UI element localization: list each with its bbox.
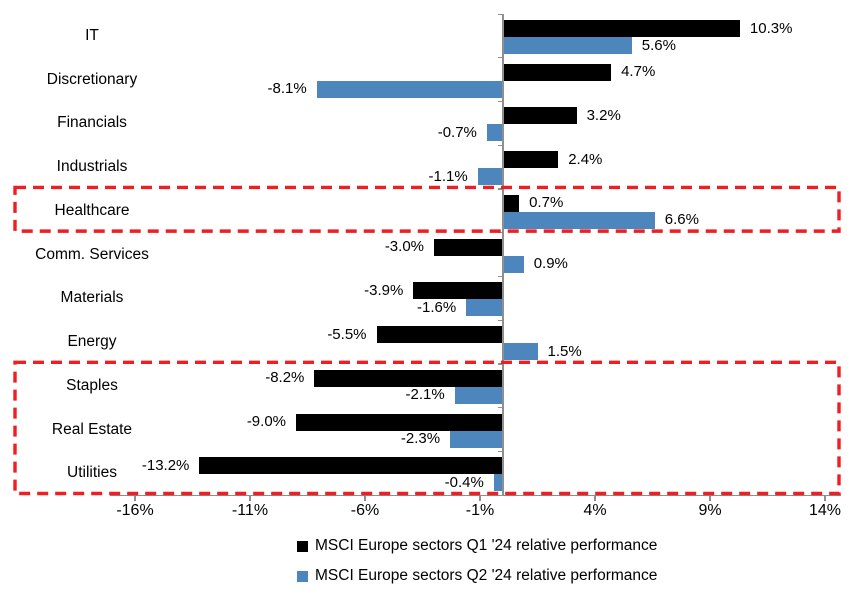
legend-label-q1: MSCI Europe sectors Q1 '24 relative perf… [315, 537, 658, 554]
y-axis-tick [498, 144, 503, 146]
q2-bar-comm-services [503, 255, 524, 273]
q1-value-label-staples: -8.2% [265, 369, 305, 387]
q1-value-label-energy: -5.5% [327, 325, 367, 343]
q2-value-label-staples: -2.1% [405, 386, 445, 404]
category-label-it: IT [85, 27, 99, 44]
x-axis-tick-label-4: 4% [583, 502, 607, 519]
x-axis-tick [479, 495, 481, 501]
x-axis-tick-label-11: -11% [231, 502, 269, 519]
q2-bar-industrials [477, 168, 503, 186]
q2-value-label-energy: 1.5% [547, 342, 582, 360]
q1-value-label-utilities: -13.2% [141, 456, 190, 474]
q1-bar-comm-services [434, 238, 503, 256]
x-axis-tick-label-9: 9% [698, 502, 722, 519]
legend-item-q2: MSCI Europe sectors Q2 '24 relative perf… [297, 561, 657, 591]
q1-bar-materials [413, 282, 503, 300]
q2-bar-staples [454, 386, 503, 404]
q1-value-label-materials: -3.9% [364, 281, 404, 299]
x-axis-tick-label-14: 14% [808, 502, 842, 519]
y-axis-tick [498, 363, 503, 365]
y-axis-tick [498, 232, 503, 234]
x-axis-tick [594, 495, 596, 501]
q1-bar-utilities [199, 457, 503, 475]
q1-value-label-discretionary: 4.7% [621, 63, 656, 81]
category-label-industrials: Industrials [56, 158, 128, 176]
q1-bar-energy [376, 326, 503, 344]
q1-bar-financials [503, 107, 577, 125]
q1-value-label-comm-services: -3.0% [384, 238, 424, 256]
q1-bar-industrials [503, 151, 559, 169]
legend-swatch-q2-icon [297, 570, 308, 582]
q2-value-label-industrials: -1.1% [428, 167, 468, 185]
category-label-comm-services: Comm. Services [35, 245, 149, 263]
q2-bar-financials [486, 124, 503, 142]
y-axis-tick [498, 188, 503, 190]
legend-label-q2: MSCI Europe sectors Q2 '24 relative perf… [315, 567, 658, 584]
category-label-healthcare: Healthcare [54, 201, 130, 219]
q2-bar-discretionary [316, 80, 503, 98]
category-label-materials: Materials [60, 289, 124, 307]
x-axis-tick-label-6: -6% [350, 502, 380, 519]
q1-bar-staples [314, 369, 503, 387]
x-axis-line [110, 494, 841, 496]
category-label-discretionary: Discretionary [46, 70, 138, 88]
q2-bar-real-estate [450, 430, 503, 448]
q2-value-label-materials: -1.6% [417, 298, 457, 316]
category-label-energy: Energy [67, 333, 117, 351]
q1-value-label-financials: 3.2% [586, 106, 621, 124]
y-axis-tick [498, 450, 503, 452]
y-axis-line [502, 14, 504, 495]
q1-bar-healthcare [503, 194, 520, 212]
q2-bar-it [503, 37, 632, 54]
q2-value-label-real-estate: -2.3% [400, 430, 441, 448]
y-axis-tick [498, 275, 503, 278]
q1-value-label-it: 10.3% [749, 19, 793, 37]
x-axis-tick [134, 495, 136, 501]
q2-value-label-comm-services: 0.9% [533, 255, 568, 273]
x-axis-tick [249, 495, 251, 501]
x-axis-tick-label-16: -16% [116, 502, 154, 519]
x-axis-tick [364, 495, 366, 501]
legend: MSCI Europe sectors Q1 '24 relative perf… [297, 531, 657, 591]
category-label-real-estate: Real Estate [51, 420, 133, 438]
y-axis-tick [498, 319, 503, 321]
y-axis-tick [498, 13, 503, 15]
q1-value-label-industrials: 2.4% [568, 150, 603, 168]
q2-value-label-utilities: -0.4% [444, 473, 484, 491]
q2-value-label-healthcare: 6.6% [664, 211, 699, 229]
q1-bar-real-estate [296, 413, 503, 431]
q2-value-label-it: 5.6% [641, 36, 676, 54]
legend-item-q1: MSCI Europe sectors Q1 '24 relative perf… [297, 531, 657, 561]
category-label-financials: Financials [57, 114, 127, 132]
q1-value-label-real-estate: -9.0% [246, 413, 286, 431]
x-axis-tick [824, 495, 826, 501]
q1-bar-discretionary [503, 63, 612, 81]
q1-bar-it [503, 20, 740, 37]
legend-swatch-q1-icon [297, 540, 308, 552]
q2-bar-energy [503, 343, 538, 361]
q2-bar-materials [466, 299, 503, 317]
x-axis-tick [709, 495, 711, 501]
q2-value-label-financials: -0.7% [437, 123, 477, 141]
category-label-staples: Staples [66, 376, 118, 394]
q2-bar-healthcare [503, 211, 655, 229]
y-axis-tick [498, 100, 503, 103]
x-axis-tick-label-1: -1% [465, 502, 495, 519]
q1-value-label-healthcare: 0.7% [529, 194, 564, 212]
y-axis-tick [498, 57, 503, 59]
q2-value-label-discretionary: -8.1% [267, 80, 307, 98]
y-axis-tick [498, 407, 503, 409]
